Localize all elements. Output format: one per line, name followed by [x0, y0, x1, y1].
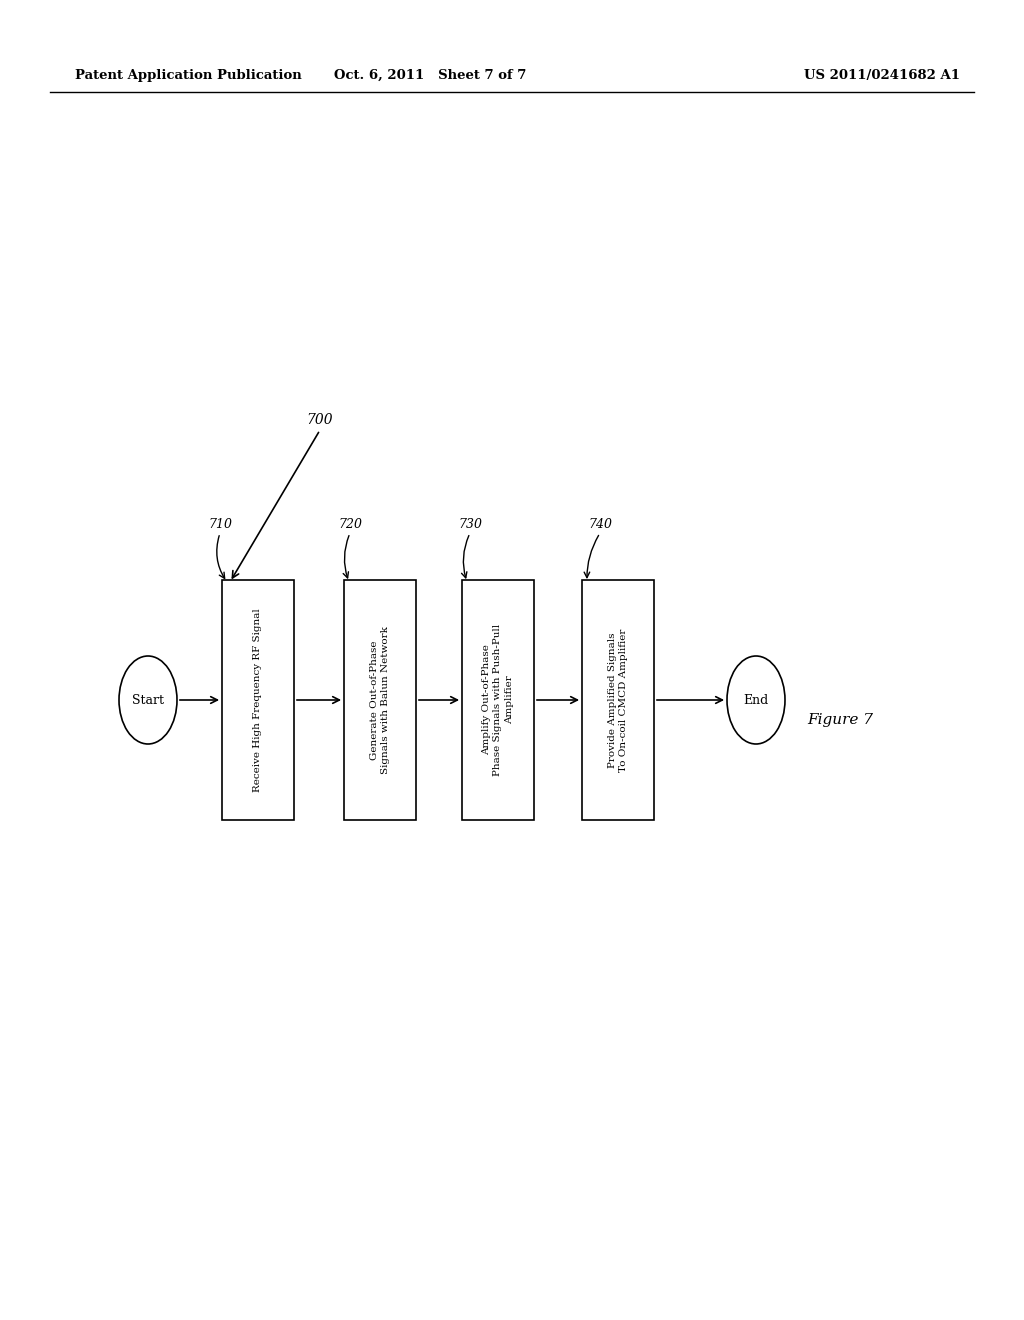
Text: Generate Out-of-Phase
Signals with Balun Network: Generate Out-of-Phase Signals with Balun…: [370, 626, 390, 774]
FancyBboxPatch shape: [582, 579, 654, 820]
Ellipse shape: [119, 656, 177, 744]
FancyBboxPatch shape: [344, 579, 416, 820]
Text: Patent Application Publication: Patent Application Publication: [75, 69, 302, 82]
Text: 740: 740: [588, 519, 612, 532]
Text: Start: Start: [132, 693, 164, 706]
Text: Figure 7: Figure 7: [807, 713, 873, 727]
Text: 710: 710: [208, 519, 232, 532]
FancyBboxPatch shape: [222, 579, 294, 820]
FancyBboxPatch shape: [462, 579, 534, 820]
Ellipse shape: [727, 656, 785, 744]
Text: Provide Amplified Signals
To On-coil CMCD Amplifier: Provide Amplified Signals To On-coil CMC…: [608, 628, 628, 772]
Text: Amplify Out-of-Phase
Phase Signals with Push-Pull
Amplifier: Amplify Out-of-Phase Phase Signals with …: [482, 624, 514, 776]
Text: 730: 730: [458, 519, 482, 532]
Text: 700: 700: [306, 413, 334, 426]
Text: 720: 720: [338, 519, 362, 532]
Text: Receive High Frequency RF Signal: Receive High Frequency RF Signal: [254, 609, 262, 792]
Text: Oct. 6, 2011   Sheet 7 of 7: Oct. 6, 2011 Sheet 7 of 7: [334, 69, 526, 82]
Text: End: End: [743, 693, 769, 706]
Text: US 2011/0241682 A1: US 2011/0241682 A1: [804, 69, 961, 82]
